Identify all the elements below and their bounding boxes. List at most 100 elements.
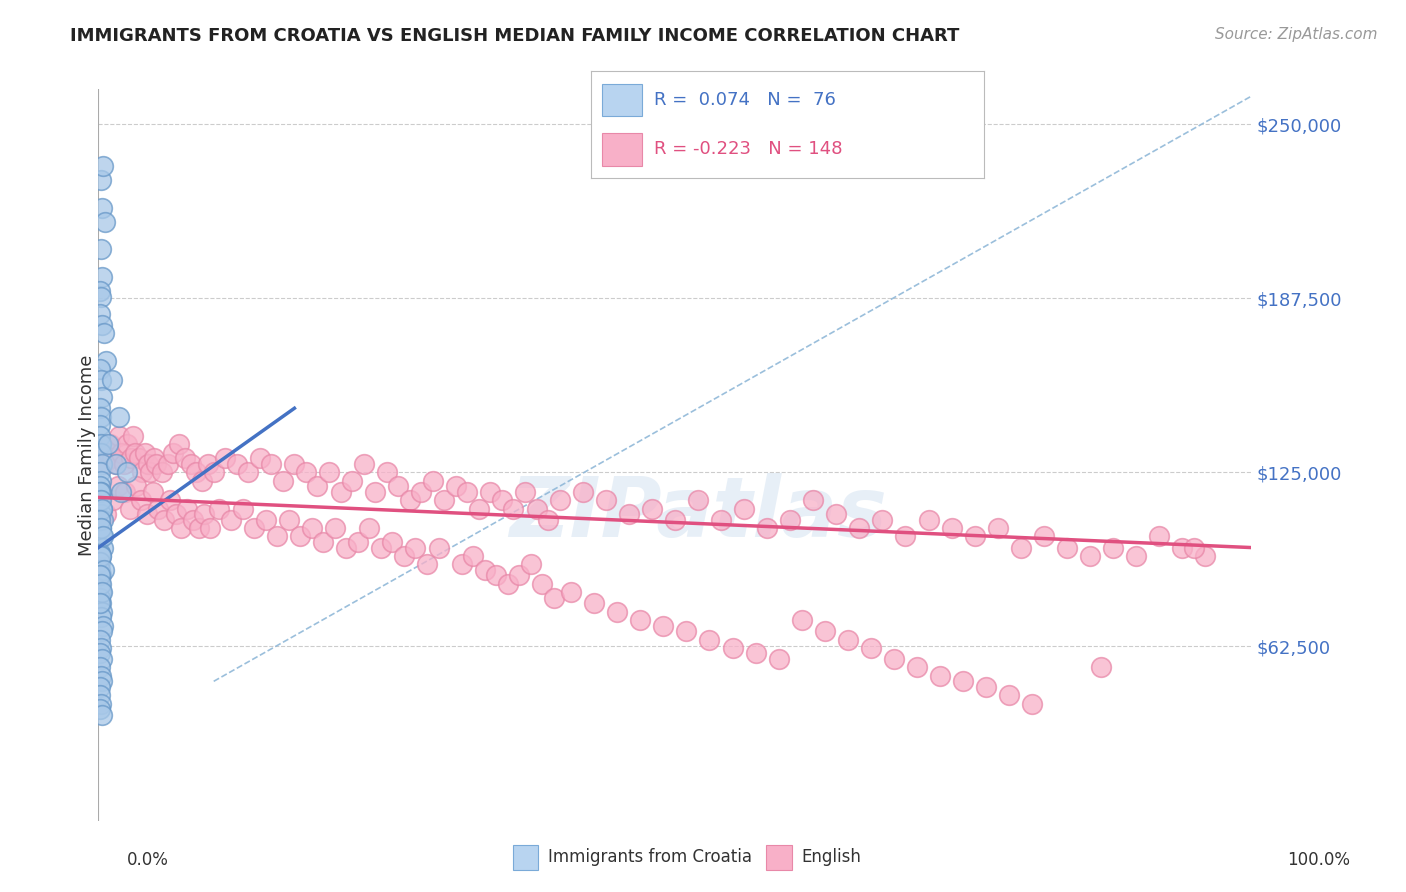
Point: [104, 457, 127, 471]
Point: [91, 513, 114, 527]
Point: [353, 457, 375, 471]
Point: [90, 446, 112, 460]
Point: [89, 660, 111, 674]
Point: [89, 484, 111, 499]
Point: [468, 501, 491, 516]
Text: ZIPatlas: ZIPatlas: [509, 473, 887, 554]
Point: [162, 446, 184, 460]
Point: [110, 484, 132, 499]
Point: [142, 484, 165, 499]
Point: [90, 549, 112, 563]
Point: [1090, 660, 1112, 674]
Point: [277, 513, 299, 527]
Point: [340, 474, 363, 488]
Text: 100.0%: 100.0%: [1286, 851, 1350, 869]
Point: [174, 451, 197, 466]
Point: [733, 501, 755, 516]
Point: [249, 451, 271, 466]
Point: [90, 652, 112, 666]
Point: [905, 660, 928, 674]
Point: [411, 484, 433, 499]
Point: [768, 652, 790, 666]
Point: [801, 493, 824, 508]
Point: [1056, 541, 1078, 555]
Point: [231, 501, 254, 516]
Point: [254, 513, 277, 527]
Point: [89, 546, 111, 560]
Point: [97, 446, 120, 460]
Point: [238, 466, 260, 480]
Point: [405, 541, 427, 555]
Point: [159, 493, 181, 508]
Point: [721, 640, 744, 655]
Text: IMMIGRANTS FROM CROATIA VS ENGLISH MEDIAN FAMILY INCOME CORRELATION CHART: IMMIGRANTS FROM CROATIA VS ENGLISH MEDIA…: [70, 27, 960, 45]
Point: [219, 513, 242, 527]
Point: [124, 446, 146, 460]
Point: [894, 529, 917, 543]
Point: [90, 270, 112, 285]
Point: [89, 554, 111, 568]
Point: [628, 613, 651, 627]
Point: [104, 457, 127, 471]
Point: [117, 466, 139, 480]
Point: [103, 493, 125, 508]
Point: [583, 596, 606, 610]
Point: [202, 466, 225, 480]
Point: [323, 521, 346, 535]
Point: [153, 513, 176, 527]
Point: [135, 507, 157, 521]
Point: [974, 680, 997, 694]
Point: [89, 563, 111, 577]
Point: [825, 507, 848, 521]
Point: [89, 466, 111, 480]
Point: [90, 596, 112, 610]
Point: [89, 632, 111, 647]
Point: [136, 457, 159, 471]
Point: [165, 507, 187, 521]
Point: [167, 437, 190, 451]
Point: [90, 605, 112, 619]
Point: [148, 501, 170, 516]
Point: [142, 451, 165, 466]
Point: [101, 373, 124, 387]
Point: [108, 429, 131, 443]
Point: [883, 652, 905, 666]
Point: [543, 591, 565, 605]
Point: [260, 457, 283, 471]
Point: [90, 549, 112, 563]
Point: [93, 457, 115, 471]
Point: [433, 493, 456, 508]
Point: [290, 529, 312, 543]
Point: [90, 457, 112, 471]
Point: [90, 173, 112, 187]
Point: [90, 409, 112, 424]
Point: [89, 493, 111, 508]
Point: [998, 688, 1021, 702]
Bar: [602, 84, 641, 116]
Point: [1182, 541, 1205, 555]
Point: [963, 529, 986, 543]
Point: [848, 521, 870, 535]
Point: [952, 674, 974, 689]
Point: [329, 484, 352, 499]
Bar: [602, 134, 641, 166]
Point: [90, 521, 112, 535]
Point: [97, 437, 120, 451]
Point: [90, 507, 112, 521]
Point: [89, 284, 111, 298]
Point: [1147, 529, 1170, 543]
Point: [89, 647, 111, 661]
Point: [94, 214, 117, 228]
Point: [90, 521, 112, 535]
Point: [790, 613, 813, 627]
Point: [686, 493, 709, 508]
Point: [814, 624, 837, 639]
Point: [595, 493, 617, 508]
Point: [117, 437, 139, 451]
Point: [129, 493, 152, 508]
Point: [107, 479, 129, 493]
Point: [131, 466, 153, 480]
Point: [89, 702, 111, 716]
Point: [859, 640, 882, 655]
Point: [1078, 549, 1101, 563]
